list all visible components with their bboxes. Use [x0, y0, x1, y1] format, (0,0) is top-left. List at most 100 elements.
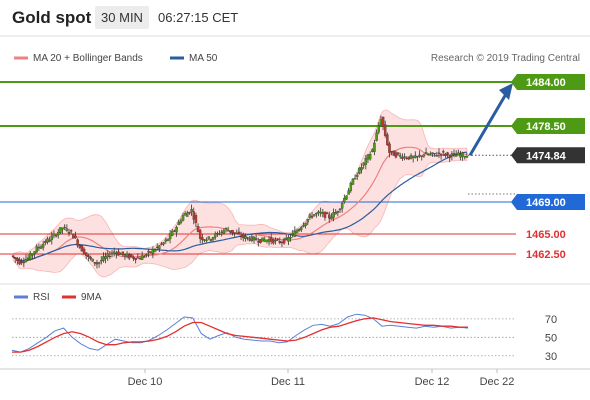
x-tick-label: Dec 10	[128, 376, 163, 388]
candle-body	[190, 209, 193, 212]
candle	[158, 244, 161, 253]
level-tag-1478-50: 1478.50	[511, 118, 585, 134]
candle	[332, 208, 335, 222]
candle	[295, 228, 299, 234]
candle	[11, 255, 15, 259]
level-tag-1484-00: 1484.00	[511, 74, 585, 90]
candle	[48, 236, 51, 243]
candle-body	[267, 239, 271, 243]
candle	[198, 228, 202, 244]
candle	[20, 258, 23, 265]
candle	[181, 212, 185, 222]
candle-body	[259, 239, 262, 243]
level-tag-label: 1469.00	[526, 197, 566, 209]
candle-body	[22, 262, 26, 264]
candle	[323, 211, 327, 221]
candle-body	[246, 237, 249, 239]
candle	[274, 237, 277, 245]
interval-selector[interactable]: 30 MIN	[95, 6, 149, 29]
candle-body	[198, 230, 202, 239]
candle-body	[226, 230, 230, 232]
candle-body	[437, 152, 441, 154]
candle-body	[216, 233, 219, 235]
candle-body	[78, 245, 82, 248]
candle-body	[35, 246, 38, 253]
rsi-line	[11, 313, 469, 353]
candle	[80, 244, 84, 252]
candle-body	[254, 238, 258, 241]
candle-body	[89, 256, 92, 259]
candle-body	[276, 239, 279, 241]
candle-body	[177, 222, 180, 226]
candle-body	[420, 155, 424, 157]
candle-body	[74, 235, 77, 239]
rsi-tick-label: 30	[545, 351, 557, 363]
candle	[293, 226, 297, 238]
candle-body	[119, 253, 122, 255]
candle-body	[403, 156, 406, 158]
candle-body	[321, 212, 325, 214]
candle-body	[435, 155, 439, 157]
candle-body	[222, 230, 226, 234]
candle-body	[287, 237, 290, 242]
candle	[153, 248, 157, 253]
candle	[162, 241, 165, 247]
candle	[145, 253, 148, 258]
candle-body	[278, 241, 282, 243]
candle-body	[343, 197, 346, 203]
candle	[353, 174, 357, 180]
candle-body	[364, 157, 368, 165]
candle	[287, 234, 290, 246]
candle-body	[429, 153, 432, 155]
candle	[429, 151, 432, 156]
candle-body	[108, 255, 112, 258]
candle	[132, 255, 135, 262]
candle-body	[151, 249, 155, 254]
candle	[140, 251, 144, 260]
candle	[87, 253, 90, 262]
candle-body	[158, 245, 161, 249]
candle-body	[300, 227, 303, 230]
candle	[330, 213, 333, 220]
candle-body	[269, 237, 273, 242]
candle	[282, 237, 286, 245]
level-tag-label: 1478.50	[526, 121, 566, 133]
candle	[241, 232, 245, 242]
candle	[396, 152, 400, 156]
candle-body	[439, 153, 443, 156]
candle-body	[351, 178, 355, 185]
candle-body	[310, 216, 314, 218]
candle-body	[214, 233, 217, 238]
candle	[375, 129, 378, 142]
candle	[246, 236, 249, 241]
candle	[134, 257, 137, 264]
candle-body	[123, 254, 127, 257]
candle-body	[134, 258, 137, 261]
candle-body	[465, 155, 469, 158]
candle	[381, 116, 385, 131]
candle-body	[13, 257, 17, 259]
candle-body	[147, 250, 150, 253]
candle-body	[390, 150, 393, 153]
candle-body	[82, 248, 86, 255]
candle	[61, 227, 64, 234]
candle	[31, 253, 34, 260]
candle-body	[463, 156, 467, 158]
candle-body	[41, 243, 45, 248]
candle-body	[127, 254, 131, 259]
candle-body	[282, 238, 286, 244]
candle-body	[211, 237, 215, 240]
candle	[130, 254, 133, 258]
candle	[340, 201, 344, 213]
candle	[209, 238, 213, 243]
candle	[89, 255, 92, 261]
candle	[82, 247, 86, 255]
candle	[364, 155, 368, 170]
candle	[110, 249, 114, 258]
candle-body	[130, 254, 133, 258]
candle-body	[192, 211, 196, 220]
candle-body	[377, 125, 380, 133]
candle	[24, 254, 28, 263]
candle-body	[454, 154, 458, 157]
candle-body	[149, 251, 152, 253]
